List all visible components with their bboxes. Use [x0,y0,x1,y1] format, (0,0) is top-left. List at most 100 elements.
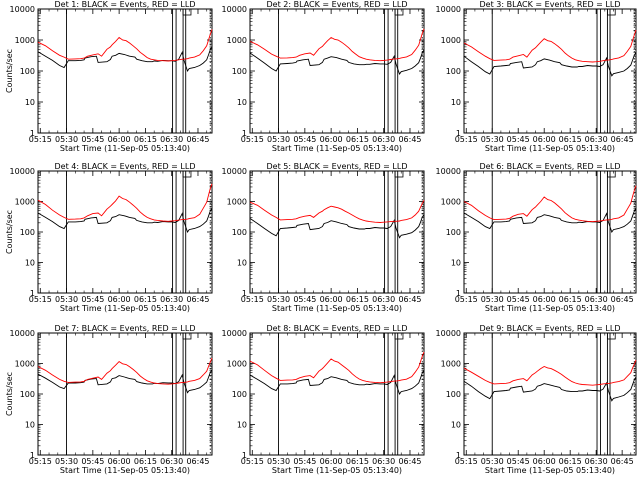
x-axis-label: Start Time (11-Sep-05 05:13:40) [485,466,615,475]
series-lld-line [249,199,425,223]
x-axis-label: Start Time (11-Sep-05 05:13:40) [485,144,615,153]
panel-title: Det 8: BLACK = Events, RED = LLD [267,324,408,333]
panel-det-3: Det 3: BLACK = Events, RED = LLD 1 10 100 10… [436,0,637,153]
y-tick-label: 100 [232,67,247,76]
x-tick-label: 06:30 [372,135,395,144]
panel-title: Det 5: BLACK = Events, RED = LLD [267,162,408,171]
y-tick-label: 10000 [436,329,461,338]
y-tick-label: 1 [242,289,247,298]
x-tick-label: 06:15 [134,135,157,144]
series-lld-line [37,183,213,222]
x-tick-label: 06:30 [585,295,608,304]
panel-det-5: Det 5: BLACK = Events, RED = LLD 1 10 100 10… [222,162,425,313]
y-tick-label: 1000 [227,36,247,45]
y-tick-label: 100 [20,228,35,237]
y-tick-label: 10000 [222,167,247,176]
y-tick-label: 100 [446,228,461,237]
y-tick-label: 100 [446,67,461,76]
series-lld-line [463,29,637,63]
y-tick-label: 1 [242,129,247,138]
marker-box [607,170,616,178]
x-tick-label: 06:45 [398,457,421,466]
series-lld-line [249,351,425,384]
x-tick-label: 06:45 [611,457,634,466]
x-axis-label: Start Time (11-Sep-05 05:13:40) [272,144,402,153]
x-tick-label: 06:30 [160,295,183,304]
x-tick-label: 05:30 [481,295,504,304]
series-lld-line [37,29,213,62]
x-tick-label: 06:00 [320,135,343,144]
series-lld-line [463,359,637,386]
y-tick-label: 10000 [222,329,247,338]
x-tick-label: 06:00 [533,457,556,466]
x-tick-label: 06:00 [108,295,131,304]
panel-title: Det 3: BLACK = Events, RED = LLD [480,0,621,9]
series-events-line [463,52,637,77]
y-tick-label: 1 [456,451,461,460]
panel-title: Det 9: BLACK = Events, RED = LLD [480,324,621,333]
x-tick-label: 05:15 [29,135,52,144]
panel-det-8: Det 8: BLACK = Events, RED = LLD 1 10 100 10… [222,324,425,475]
series-events-line [249,214,425,239]
marker-box [394,8,404,16]
y-tick-label: 10000 [10,329,35,338]
x-tick-label: 06:30 [160,457,183,466]
x-tick-label: 05:30 [481,457,504,466]
x-tick-label: 06:15 [559,457,582,466]
x-tick-label: 05:15 [241,457,264,466]
marker-box [182,332,192,340]
x-tick-label: 06:45 [611,295,634,304]
y-tick-label: 1 [30,129,35,138]
y-tick-label: 10000 [436,5,461,14]
marker-box [182,170,192,178]
panel-title: Det 4: BLACK = Events, RED = LLD [55,162,196,171]
y-tick-label: 1000 [441,360,461,369]
series-events-line [249,49,425,75]
x-axis-label: Start Time (11-Sep-05 05:13:40) [60,144,190,153]
x-tick-label: 06:30 [372,457,395,466]
x-tick-label: 05:45 [293,457,316,466]
x-tick-label: 06:45 [611,135,634,144]
x-tick-label: 06:30 [160,135,183,144]
y-tick-label: 10000 [436,167,461,176]
marker-box [182,8,192,16]
y-tick-label: 1000 [15,36,35,45]
y-axis-label: Counts/sec [5,372,14,416]
x-tick-label: 05:30 [55,457,78,466]
x-tick-label: 06:30 [585,457,608,466]
panel-title: Det 7: BLACK = Events, RED = LLD [55,324,196,333]
y-tick-label: 1000 [227,198,247,207]
y-tick-label: 1000 [441,198,461,207]
x-tick-label: 06:45 [186,135,209,144]
x-tick-label: 05:15 [241,295,264,304]
x-tick-label: 06:15 [346,457,369,466]
x-tick-label: 05:30 [55,135,78,144]
y-tick-label: 100 [20,390,35,399]
y-tick-label: 10 [25,98,35,107]
x-axis-label: Start Time (11-Sep-05 05:13:40) [272,304,402,313]
y-tick-label: 100 [232,390,247,399]
y-tick-label: 10 [451,421,461,430]
series-events-line [249,370,425,395]
series-lld-line [37,357,213,385]
y-tick-label: 1 [30,289,35,298]
x-tick-label: 06:00 [533,295,556,304]
y-tick-label: 10 [25,259,35,268]
y-tick-label: 10 [237,259,247,268]
marker-box [607,8,616,16]
series-events-line [463,376,637,402]
x-tick-label: 05:45 [293,135,316,144]
y-tick-label: 100 [20,67,35,76]
x-tick-label: 05:45 [81,135,104,144]
panel-det-4: Det 4: BLACK = Events, RED = LLD 1 10 100 10… [5,162,213,313]
x-tick-label: 06:15 [559,295,582,304]
series-lld-line [249,28,425,62]
marker-box [394,170,404,178]
y-tick-label: 10000 [10,167,35,176]
panel-det-9: Det 9: BLACK = Events, RED = LLD 1 10 100 10… [436,324,637,475]
y-tick-label: 1000 [441,36,461,45]
x-axis-label: Start Time (11-Sep-05 05:13:40) [60,304,190,313]
x-tick-label: 05:45 [507,135,530,144]
series-events-line [37,369,213,394]
x-tick-label: 06:15 [346,295,369,304]
